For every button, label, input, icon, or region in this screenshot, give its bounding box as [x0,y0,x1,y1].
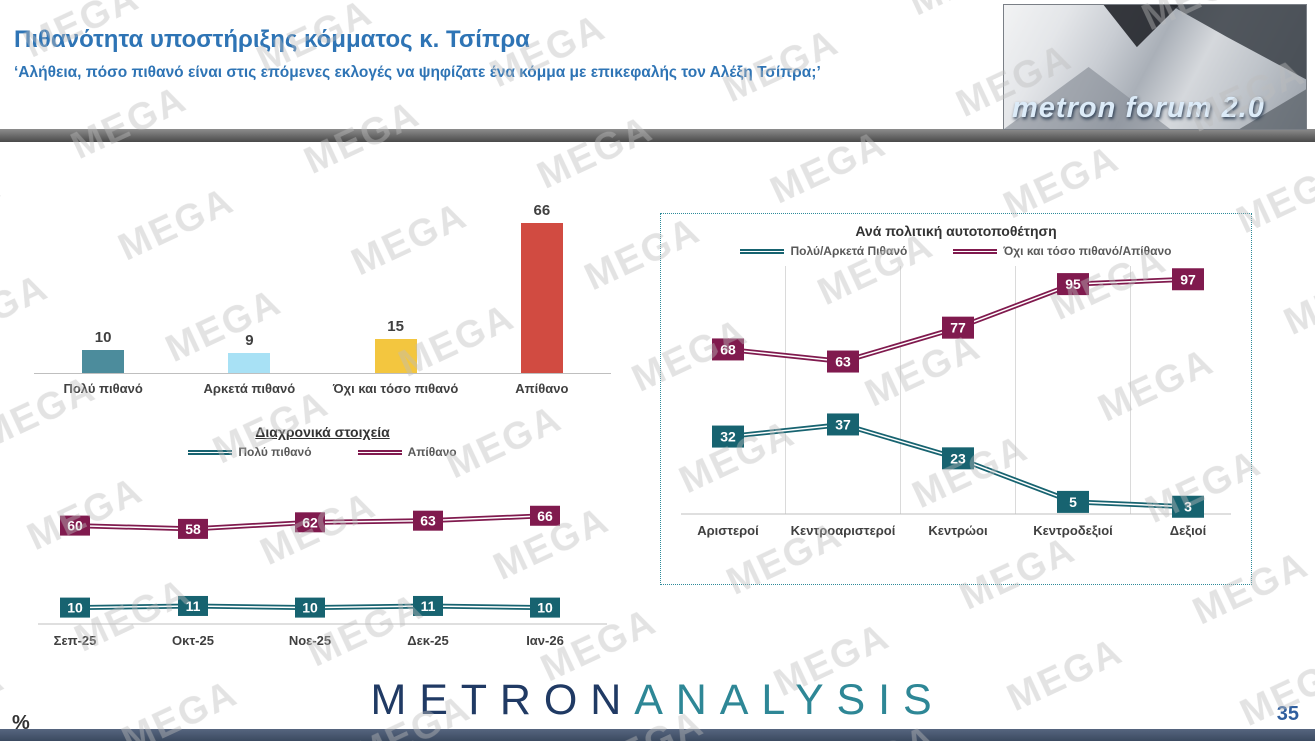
political-chart-legend: Πολύ/Αρκετά Πιθανό Όχι και τόσο πιθανό/Α… [661,244,1251,258]
bar-category-label: Αρκετά πιθανό [203,381,296,396]
footer-bar [0,729,1315,741]
legend-line-sample [953,248,998,254]
category-label: Νοε-25 [289,633,331,648]
bar-column: 15 [323,318,469,373]
legend-line-inner [953,250,998,252]
legend-item: Πολύ πιθανό [188,445,312,459]
legend-line-sample [740,248,785,254]
data-label: 5 [1069,494,1077,510]
bar-column: 66 [469,202,615,373]
legend-line-inner [357,451,402,453]
bar [228,353,271,373]
data-label: 63 [835,354,851,370]
legend-item: Πολύ/Αρκετά Πιθανό [740,244,907,258]
data-label: 58 [185,521,201,537]
data-label: 97 [1180,271,1196,287]
bar-category-label: Απίθανο [515,381,569,396]
category-label: Ιαν-26 [526,633,564,648]
data-label: 63 [420,513,436,529]
bar-category-label: Όχι και τόσο πιθανό [332,381,459,396]
data-label: 11 [186,598,201,614]
legend-line-inner [188,451,233,453]
legend-line-sample [357,449,402,455]
metron-analysis-logo: METRONANALYSIS [0,676,1315,725]
legend-label: Πολύ/Αρκετά Πιθανό [790,244,908,258]
page-title: Πιθανότητα υποστήριξης κόμματος κ. Τσίπρ… [14,26,530,53]
bar [374,339,417,373]
trend-chart-title: Διαχρονικά στοιχεία [255,424,390,440]
data-label: 10 [67,600,83,616]
category-label: Οκτ-25 [172,633,214,648]
bar-value-label: 66 [533,202,551,219]
bar-value-label: 10 [94,329,112,346]
header-divider-bar [0,129,1315,142]
category-label: Κεντροαριστεροί [791,523,896,538]
data-label: 60 [67,518,83,534]
bar-column: 10 [30,329,176,373]
data-label: 37 [835,416,851,432]
political-chart-canvas: 32 37 23 5 3 68 63 77 95 97 Αριστεροί Κεντροαριστερ… [681,266,1231,538]
category-label: Κεντρώοι [928,523,988,538]
political-position-chart: Ανά πολιτική αυτοτοποθέτηση Πολύ/Αρκετά … [660,213,1252,585]
data-label: 66 [537,508,553,524]
bar-value-label: 9 [245,332,254,349]
data-label: 23 [950,450,966,466]
bar [82,350,125,373]
legend-line-sample [188,449,233,455]
data-label: 62 [302,514,318,530]
legend-label: Πολύ πιθανό [238,445,312,459]
page-number: 35 [1276,703,1299,725]
metron-analysis-logo-metron: METRON [370,676,635,724]
bar-chart-plot: 10 9 15 66 [30,168,615,373]
category-label: Αριστεροί [697,523,759,538]
category-label: Δεξιοί [1170,523,1207,538]
category-label: Δεκ-25 [407,633,449,648]
data-label: 3 [1184,499,1192,515]
data-label: 68 [720,341,736,357]
bar-column: 9 [176,332,322,373]
data-label: 11 [421,598,436,614]
metron-forum-logo-text: metron forum 2.0 [1012,92,1265,124]
bar [520,223,563,373]
legend-label: Όχι και τόσο πιθανό/Απίθανο [1003,244,1172,258]
metron-analysis-logo-analysis: ANALYSIS [634,676,945,724]
likelihood-bar-chart: 10 9 15 66 Πολύ πιθανό Αρκετά πιθανό Όχι και … [30,168,615,396]
category-label: Κεντροδεξιοί [1033,523,1113,538]
legend-item: Όχι και τόσο πιθανό/Απίθανο [953,244,1172,258]
legend-item: Απίθανο [357,445,457,459]
trend-chart-canvas: 10 11 10 11 10 60 58 62 63 66 Σεπ-25 Οκτ-25 Νοε-25 Δε… [38,505,607,648]
bar-value-label: 15 [387,318,404,335]
trend-chart-legend: Πολύ πιθανό Απίθανο [30,445,615,459]
category-label: Σεπ-25 [54,633,97,648]
page-subtitle: ‘Αλήθεια, πόσο πιθανό είναι στις επόμενε… [14,64,821,81]
metron-forum-logo: metron forum 2.0 [1003,4,1307,130]
data-label: 10 [537,600,553,616]
political-chart-title: Ανά πολιτική αυτοτοποθέτηση [855,223,1057,239]
data-label: 10 [302,600,318,616]
legend-line-inner [740,250,785,252]
data-label: 95 [1065,276,1081,292]
data-label: 32 [720,429,736,445]
legend-label: Απίθανο [407,445,457,459]
bar-chart-category-row: Πολύ πιθανό Αρκετά πιθανό Όχι και τόσο πιθ… [30,374,615,396]
data-label: 77 [950,320,966,336]
bar-category-label: Πολύ πιθανό [63,381,143,396]
trend-line-chart: Διαχρονικά στοιχεία Πολύ πιθανό Απίθανο … [30,424,615,658]
